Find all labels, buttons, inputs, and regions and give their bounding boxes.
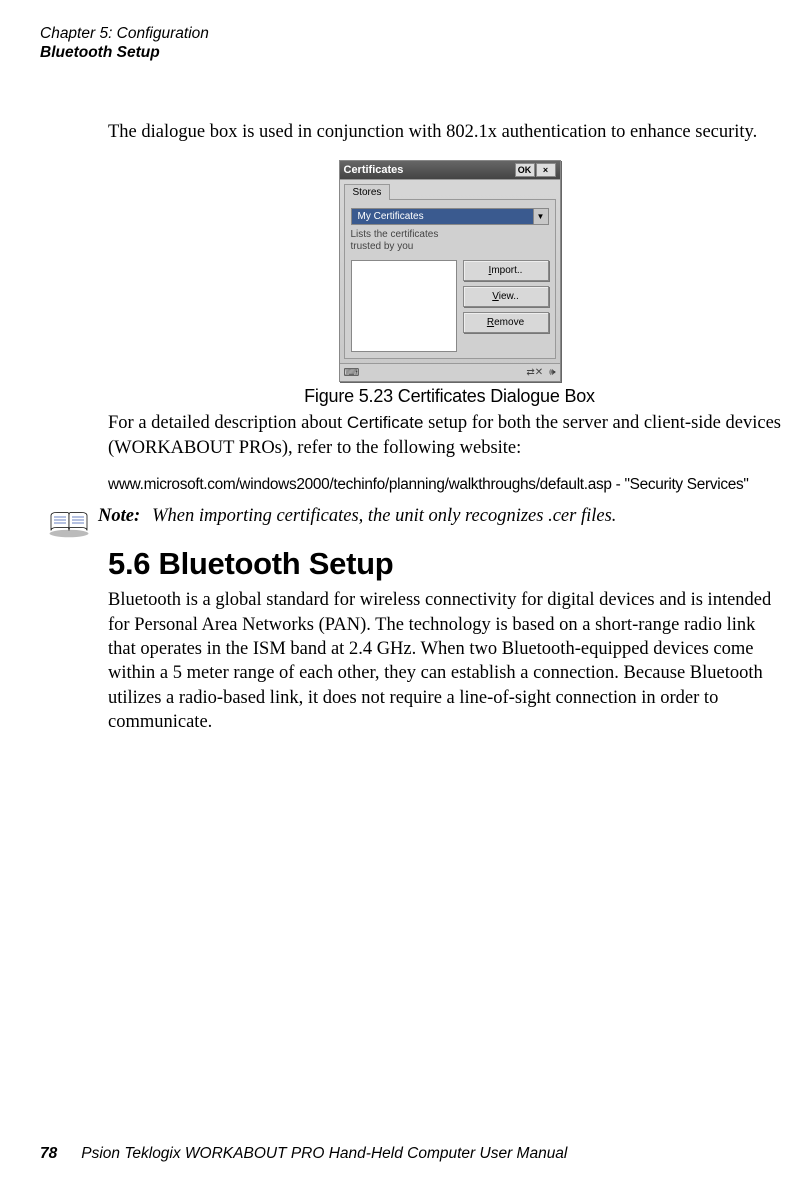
para2-part-a: For a detailed description about	[108, 413, 347, 433]
bluetooth-paragraph: Bluetooth is a global standard for wirel…	[108, 588, 787, 734]
close-button[interactable]: ×	[536, 163, 556, 177]
import-button[interactable]: Import..	[463, 260, 549, 281]
dropdown-arrow-icon[interactable]: ▼	[533, 208, 549, 225]
reference-url: www.microsoft.com/windows2000/techinfo/p…	[108, 476, 791, 494]
connection-icon: ⇄✕	[526, 367, 543, 378]
certificates-dialog-figure: Certificates OK × Stores My Certificates…	[108, 160, 791, 407]
dropdown-description: Lists the certificates trusted by you	[351, 229, 549, 252]
page-number: 78	[40, 1145, 57, 1162]
ok-button[interactable]: OK	[515, 163, 535, 177]
subtext-line2: trusted by you	[351, 241, 414, 252]
certificates-dialog: Certificates OK × Stores My Certificates…	[339, 160, 561, 382]
note-content: When importing certificates, the unit on…	[152, 506, 616, 526]
view-button[interactable]: View..	[463, 286, 549, 307]
sound-icon: 🕪	[549, 367, 555, 378]
header-section: Bluetooth Setup	[40, 44, 791, 62]
bluetooth-setup-heading: 5.6 Bluetooth Setup	[108, 546, 791, 582]
note-block: Note: When importing certificates, the un…	[40, 506, 791, 538]
certificate-term: Certificate	[347, 413, 424, 432]
keyboard-icon: ⌨	[344, 366, 360, 379]
stores-tab[interactable]: Stores	[344, 184, 391, 200]
note-label: Note:	[98, 506, 140, 526]
footer-text: Psion Teklogix WORKABOUT PRO Hand-Held C…	[81, 1145, 567, 1162]
dialog-taskbar: ⌨ ⇄✕ 🕪	[340, 363, 560, 381]
dropdown-value: My Certificates	[351, 208, 533, 225]
book-icon	[40, 506, 98, 538]
detail-paragraph: For a detailed description about Certifi…	[108, 411, 787, 460]
dialog-title: Certificates	[344, 164, 515, 176]
dialog-titlebar: Certificates OK ×	[340, 161, 560, 180]
certificates-listbox[interactable]	[351, 260, 457, 352]
page-footer: 78 Psion Teklogix WORKABOUT PRO Hand-Held…	[40, 1145, 567, 1163]
subtext-line1: Lists the certificates	[351, 229, 439, 240]
figure-caption: Figure 5.23 Certificates Dialogue Box	[108, 386, 791, 407]
certificates-dropdown[interactable]: My Certificates ▼	[351, 208, 549, 225]
header-chapter: Chapter 5: Configuration	[40, 25, 791, 43]
note-text: Note: When importing certificates, the un…	[98, 506, 616, 527]
dialog-content: My Certificates ▼ Lists the certificates…	[344, 199, 556, 359]
intro-paragraph: The dialogue box is used in conjunction …	[108, 120, 787, 144]
remove-button[interactable]: Remove	[463, 312, 549, 333]
